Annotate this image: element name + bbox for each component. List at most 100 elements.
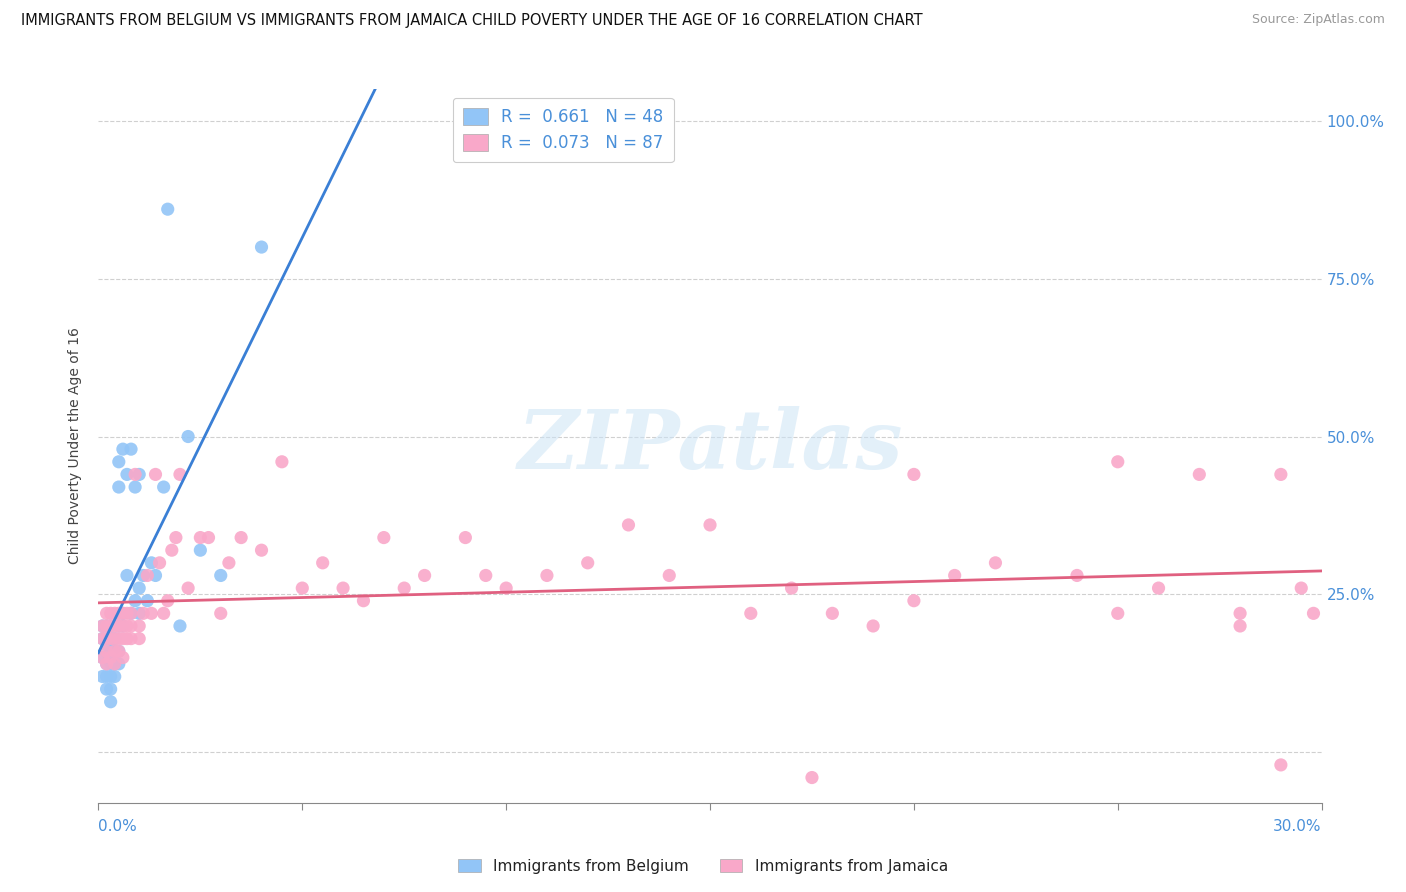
Point [209,607,232,621]
Point [177,581,200,595]
Point [177,429,200,443]
Point [1229,607,1251,621]
Point [104,657,127,671]
Point [160,543,183,558]
Point [111,632,134,646]
Point [169,619,191,633]
Point [96,644,118,658]
Point [156,593,179,607]
Point [100,650,122,665]
Point [91,619,114,633]
Point [188,543,212,558]
Point [96,619,118,633]
Point [96,682,118,697]
Point [91,632,114,646]
Point [903,593,925,607]
Point [100,619,122,633]
Point [1107,607,1129,621]
Legend: R =  0.661   N = 48, R =  0.073   N = 87: R = 0.661 N = 48, R = 0.073 N = 87 [453,97,673,162]
Point [218,556,240,570]
Point [132,568,155,582]
Point [104,669,127,683]
Point [352,593,374,607]
Point [862,619,884,633]
Point [100,619,122,633]
Point [100,669,122,683]
Point [115,607,138,621]
Point [111,650,134,665]
Point [821,607,844,621]
Point [100,695,122,709]
Point [413,568,436,582]
Point [250,240,273,254]
Point [149,556,172,570]
Point [128,619,150,633]
Point [104,644,127,658]
Point [128,467,150,482]
Point [145,568,167,582]
Point [100,632,122,646]
Point [100,682,122,697]
Point [111,607,134,621]
Point [943,568,966,582]
Point [1107,455,1129,469]
Point [312,556,335,570]
Point [165,531,187,545]
Point [96,657,118,671]
Point [120,619,142,633]
Point [108,480,131,494]
Point [91,650,114,665]
Point [111,619,134,633]
Point [104,619,127,633]
Point [111,607,134,621]
Point [332,581,354,595]
Point [536,568,558,582]
Point [91,619,114,633]
Point [108,619,131,633]
Point [100,644,122,658]
Point [108,644,131,658]
Point [120,632,142,646]
Point [124,480,146,494]
Point [209,568,232,582]
Point [145,467,167,482]
Point [699,517,721,532]
Point [132,607,155,621]
Point [250,543,273,558]
Point [124,467,146,482]
Point [104,644,127,658]
Point [169,467,191,482]
Point [141,607,163,621]
Point [658,568,681,582]
Point [96,607,118,621]
Point [104,607,127,621]
Point [96,657,118,671]
Point [91,669,114,683]
Point [136,568,159,582]
Text: 0.0%: 0.0% [98,819,138,834]
Point [231,531,253,545]
Legend: Immigrants from Belgium, Immigrants from Jamaica: Immigrants from Belgium, Immigrants from… [451,853,955,880]
Point [128,632,150,646]
Point [617,517,640,532]
Point [474,568,498,582]
Point [115,568,138,582]
Point [454,531,477,545]
Point [780,581,803,595]
Point [96,638,118,652]
Point [120,607,142,621]
Point [128,581,150,595]
Point [120,607,142,621]
Point [111,442,134,457]
Point [291,581,314,595]
Point [120,442,142,457]
Point [1066,568,1088,582]
Point [1229,619,1251,633]
Point [96,669,118,683]
Point [1147,581,1170,595]
Point [108,657,131,671]
Point [108,455,131,469]
Point [373,531,395,545]
Point [576,556,599,570]
Point [96,632,118,646]
